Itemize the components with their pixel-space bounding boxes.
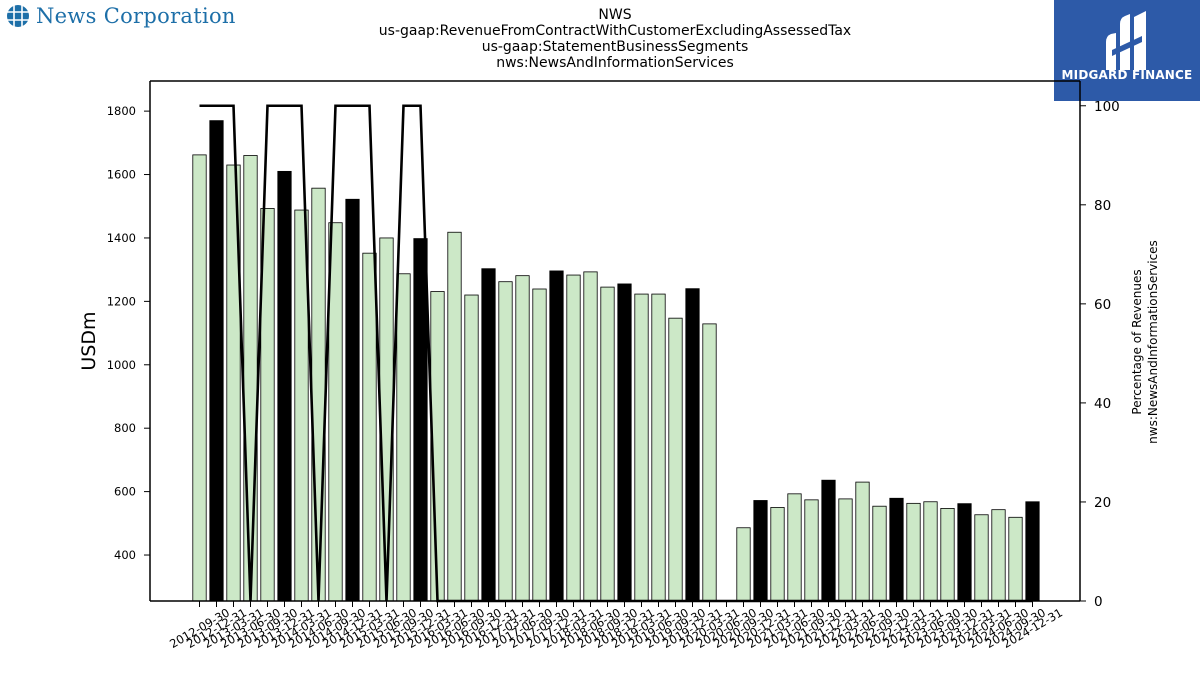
revenue-bar xyxy=(838,498,853,602)
revenue-bar xyxy=(702,323,717,602)
news-corporation-logo: News Corporation xyxy=(6,4,236,28)
revenue-bar xyxy=(617,283,632,602)
revenue-bar xyxy=(413,238,428,602)
revenue-bar xyxy=(787,493,802,602)
news-corporation-name: News Corporation xyxy=(36,4,236,28)
revenue-bar xyxy=(974,514,989,602)
revenue-bar xyxy=(1025,501,1040,602)
y-tick-label: 1200 xyxy=(107,294,136,308)
revenue-bar xyxy=(464,294,479,602)
chart-title-line: us-gaap:StatementBusinessSegments xyxy=(481,39,749,55)
y2-tick-label: 80 xyxy=(1094,198,1111,214)
chart-titles: NWS us-gaap:RevenueFromContractWithCusto… xyxy=(330,7,900,71)
y2-tick-label: 100 xyxy=(1094,99,1120,115)
revenue-bar xyxy=(668,317,683,602)
revenue-bar xyxy=(549,270,564,602)
midgard-emblem-icon xyxy=(1106,11,1146,70)
revenue-bar xyxy=(753,500,768,602)
revenue-bar xyxy=(243,155,258,602)
revenue-bar xyxy=(685,288,700,602)
y-tick-label: 400 xyxy=(114,548,136,562)
y2-axis-label: Percentage of Revenues xyxy=(1130,269,1144,414)
y-axis-label: USDm xyxy=(78,311,100,370)
revenue-bar xyxy=(736,527,751,602)
revenue-bar xyxy=(345,198,360,602)
globe-icon xyxy=(7,5,29,27)
chart-title-line: nws:NewsAndInformationServices xyxy=(496,55,734,71)
y2-tick-label: 40 xyxy=(1094,396,1111,412)
chart-title-line: us-gaap:RevenueFromContractWithCustomerE… xyxy=(378,23,852,39)
revenue-bar xyxy=(600,286,615,602)
y-tick-label: 1400 xyxy=(107,231,136,245)
revenue-bar xyxy=(770,507,785,602)
y2-tick-label: 60 xyxy=(1094,297,1111,313)
revenue-bar xyxy=(481,268,496,602)
revenue-bar xyxy=(634,293,649,602)
revenue-bar xyxy=(447,231,462,602)
revenue-bar xyxy=(923,501,938,602)
revenue-bar xyxy=(515,275,530,602)
revenue-bar xyxy=(940,508,955,602)
revenue-bar xyxy=(855,481,870,602)
revenue-bar xyxy=(311,187,326,602)
revenue-bar xyxy=(651,293,666,602)
revenue-bar xyxy=(192,154,207,602)
revenue-bar xyxy=(991,509,1006,602)
y-tick-label: 1600 xyxy=(107,168,136,182)
y-tick-label: 800 xyxy=(114,421,136,435)
revenue-bar xyxy=(804,499,819,602)
revenue-bar xyxy=(1008,516,1023,602)
midgard-finance-label: MIDGARD FINANCE xyxy=(1061,68,1193,82)
y-tick-label: 1800 xyxy=(107,104,136,118)
y2-axis-label: nws:NewsAndInformationServices xyxy=(1146,240,1160,444)
revenue-bar xyxy=(362,252,377,602)
y2-tick-label: 20 xyxy=(1094,495,1111,511)
y-tick-label: 1000 xyxy=(107,358,136,372)
revenue-bar xyxy=(209,120,224,602)
revenue-bar xyxy=(277,170,292,602)
chart-title-line: NWS xyxy=(598,7,632,23)
revenue-bar xyxy=(957,503,972,602)
revenue-bar xyxy=(379,237,394,602)
revenue-bar xyxy=(566,274,581,602)
revenue-bar xyxy=(821,479,836,602)
revenue-bar xyxy=(872,505,887,602)
y-tick-label: 600 xyxy=(114,485,136,499)
revenue-bar xyxy=(498,281,513,602)
midgard-finance-logo: MIDGARD FINANCE xyxy=(1054,0,1200,101)
revenue-bar xyxy=(396,273,411,602)
revenue-bar xyxy=(906,502,921,602)
revenue-bar xyxy=(532,288,547,602)
revenue-bar xyxy=(889,497,904,602)
y2-tick-label: 0 xyxy=(1094,594,1103,610)
revenue-bar xyxy=(583,271,598,602)
